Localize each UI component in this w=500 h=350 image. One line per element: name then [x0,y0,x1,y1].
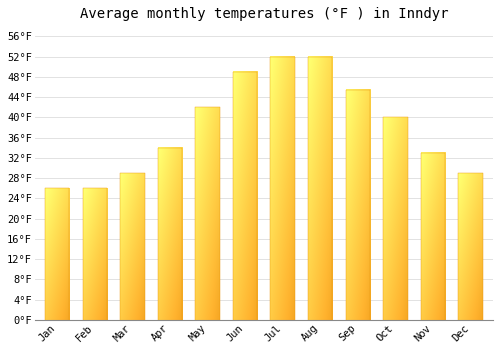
Title: Average monthly temperatures (°F ) in Inndyr: Average monthly temperatures (°F ) in In… [80,7,448,21]
